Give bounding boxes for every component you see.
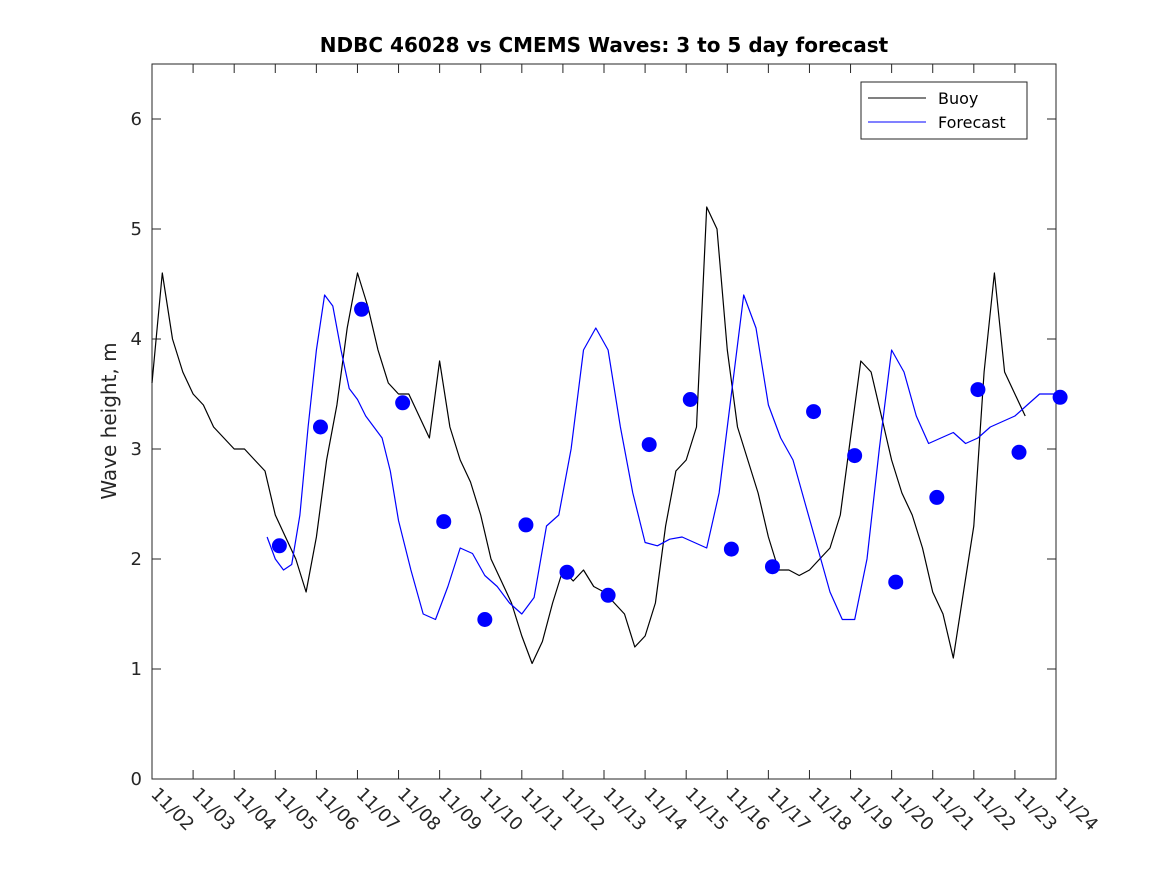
legend-buoy-label: Buoy [938, 89, 978, 108]
x-tick-label: 11/04 [229, 784, 281, 836]
x-tick-label: 11/12 [557, 784, 609, 836]
plot-area [151, 63, 1057, 780]
forecast-point [271, 538, 287, 554]
forecast-point [354, 301, 370, 317]
y-tick-label: 4 [131, 329, 142, 350]
forecast-point [559, 564, 575, 580]
y-tick-label: 3 [131, 439, 142, 460]
forecast-point [806, 404, 822, 420]
forecast-point [477, 612, 493, 627]
y-tick-label: 6 [131, 109, 142, 130]
series-layer [151, 206, 1056, 665]
x-tick-label: 11/24 [1050, 784, 1102, 836]
forecast-point [723, 541, 739, 557]
x-tick-label: 11/07 [352, 784, 404, 836]
forecast-point [682, 392, 698, 407]
forecast-point [1011, 444, 1027, 460]
forecast-point [1052, 389, 1068, 405]
x-tick-label: 11/10 [475, 784, 527, 836]
x-tick-label: 11/17 [763, 784, 815, 836]
x-tick-label: 11/15 [681, 784, 733, 836]
markers-layer [271, 301, 1068, 627]
y-tick-label: 2 [131, 549, 142, 570]
y-tick-label: 5 [131, 219, 142, 240]
x-tick-label: 11/08 [393, 784, 445, 836]
legend-box [860, 81, 1028, 140]
x-tick-label: 11/11 [516, 784, 568, 836]
series-line-forecast [266, 294, 1056, 621]
forecast-point [518, 517, 534, 533]
x-tick-label: 11/21 [927, 784, 979, 836]
x-tick-label: 11/19 [845, 784, 897, 836]
x-tick-label: 11/23 [1009, 784, 1061, 836]
x-tick-label: 11/20 [886, 784, 938, 836]
x-tick-label: 11/02 [146, 784, 198, 836]
x-tick-label: 11/16 [722, 784, 774, 836]
forecast-point [888, 574, 904, 590]
x-tick-label: 11/05 [270, 784, 322, 836]
y-tick-label: 0 [131, 769, 142, 790]
x-tick-label: 11/06 [311, 784, 363, 836]
forecast-point [847, 448, 863, 464]
legend-forecast-label: Forecast [938, 113, 1006, 132]
forecast-point [970, 382, 986, 398]
forecast-point [312, 419, 328, 435]
legend: Buoy Forecast [860, 81, 1028, 140]
forecast-point [395, 395, 411, 411]
x-tick-label: 11/18 [804, 784, 856, 836]
series-line-buoy [151, 206, 1026, 665]
forecast-point [600, 587, 616, 603]
forecast-point [436, 514, 452, 530]
y-axis: 0 1 2 3 4 5 6 [131, 109, 1056, 790]
forecast-point [641, 437, 657, 453]
forecast-point [929, 489, 945, 505]
forecast-point [764, 559, 780, 575]
chart-title: NDBC 46028 vs CMEMS Waves: 3 to 5 day fo… [320, 33, 889, 57]
x-tick-label: 11/13 [598, 784, 650, 836]
y-tick-label: 1 [131, 659, 142, 680]
x-tick-label: 11/03 [188, 784, 240, 836]
x-tick-label: 11/22 [968, 784, 1020, 836]
x-tick-label: 11/14 [640, 784, 692, 836]
x-tick-label: 11/09 [434, 784, 486, 836]
y-axis-label: Wave height, m [97, 342, 121, 499]
plot-frame [151, 63, 1057, 780]
